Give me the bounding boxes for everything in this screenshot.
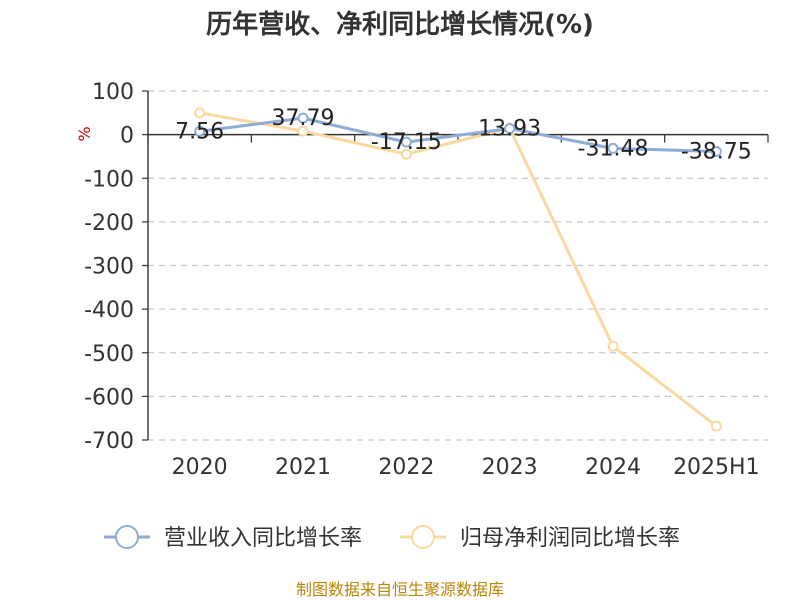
series-point [504, 123, 516, 135]
series-line [199, 111, 718, 428]
legend-swatch-marker [411, 525, 435, 549]
y-axis-unit: % [75, 126, 94, 141]
data-label: 7.56 [175, 119, 224, 144]
series-point [400, 136, 412, 148]
x-tick-label: 2022 [378, 455, 434, 480]
legend-swatch-marker [115, 525, 139, 549]
data-label: -38.75 [681, 140, 752, 165]
x-tick-label: 2021 [275, 455, 331, 480]
x-axis: 2020 2021 2022 2023 2024 2025H1 [147, 91, 769, 480]
data-label: 13.93 [478, 117, 541, 142]
y-tick-label: 100 [92, 80, 134, 105]
x-tick-label: 2024 [585, 455, 641, 480]
y-axis-ticks: 100 0 -100 -200 -300 -400 -500 -600 -700 [84, 80, 148, 454]
x-tick-label: 2020 [172, 455, 228, 480]
series-point [710, 146, 722, 158]
series-point [297, 125, 309, 137]
y-tick-label: -300 [84, 255, 134, 280]
data-label: -31.48 [578, 136, 649, 161]
y-tick-label: 0 [120, 124, 134, 149]
y-tick-label: -500 [84, 342, 134, 367]
legend-item[interactable]: 营业收入同比增长率 [104, 525, 362, 551]
legend[interactable]: 营业收入同比增长率 归母净利润同比增长率 [104, 525, 680, 551]
data-label: 37.79 [272, 106, 335, 131]
source-note: 制图数据来自恒生聚源数据库 [296, 580, 504, 599]
series-point [607, 340, 619, 352]
grid-lines [148, 90, 768, 441]
data-label: -17.15 [371, 130, 442, 155]
y-tick-label: -200 [84, 211, 134, 236]
series-group [194, 107, 722, 432]
series-point [607, 142, 619, 154]
x-tick-label: 2023 [482, 455, 538, 480]
x-tick-label: 2025H1 [673, 455, 760, 480]
legend-label: 归母净利润同比增长率 [460, 526, 680, 551]
series-point [194, 125, 206, 137]
y-tick-label: -400 [84, 298, 134, 323]
data-labels: 7.56 37.79 -17.15 13.93 -31.48 -38.75 [175, 106, 752, 164]
y-tick-label: -600 [84, 385, 134, 410]
legend-label: 营业收入同比增长率 [164, 526, 362, 551]
series-point [194, 107, 206, 119]
series-point [400, 148, 412, 160]
y-tick-label: -100 [84, 167, 134, 192]
chart-title: 历年营收、净利同比增长情况(%) [206, 9, 594, 40]
y-tick-label: -700 [84, 429, 134, 454]
series-point [297, 112, 309, 124]
series-line [199, 116, 717, 154]
series-point [710, 420, 722, 432]
legend-item[interactable]: 归母净利润同比增长率 [400, 525, 680, 551]
